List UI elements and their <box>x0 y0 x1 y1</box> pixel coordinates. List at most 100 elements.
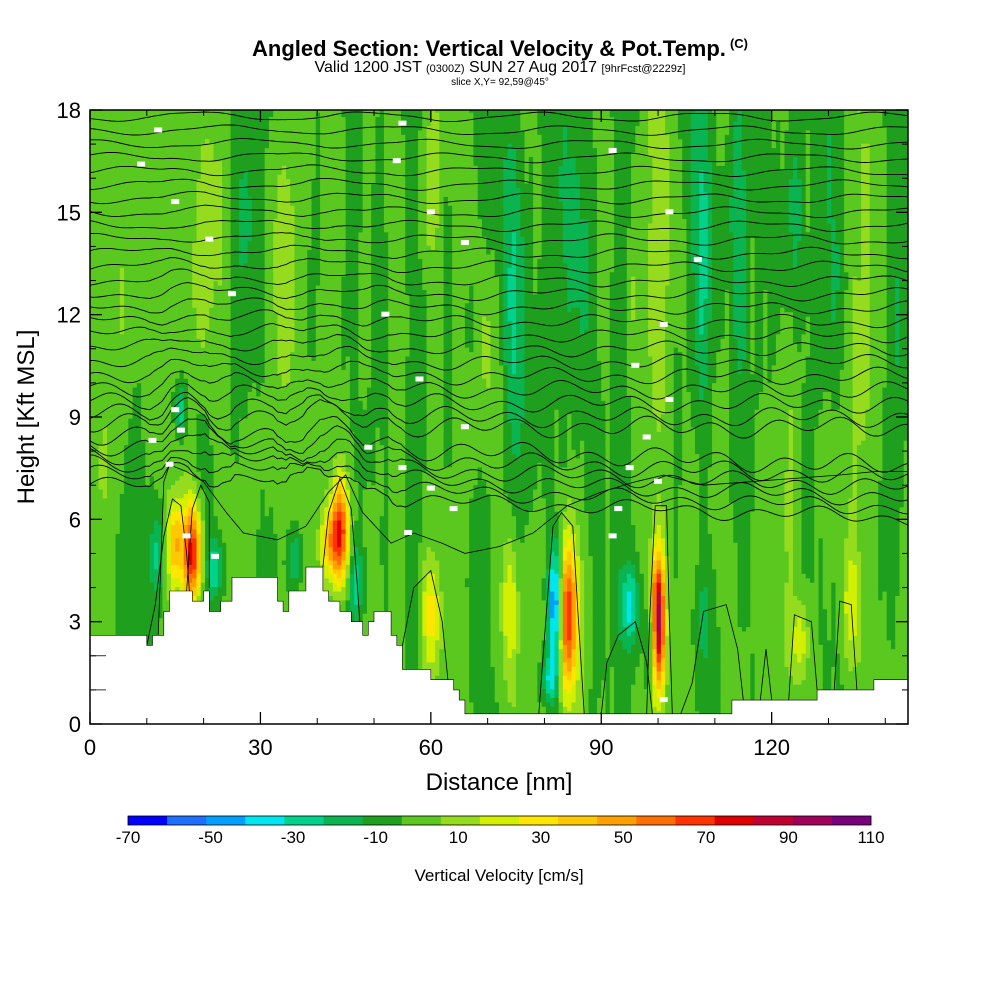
velocity-cell <box>192 546 198 552</box>
velocity-cell <box>149 209 155 215</box>
velocity-cell <box>179 435 185 441</box>
velocity-cell <box>141 528 146 534</box>
velocity-cell <box>124 231 129 237</box>
velocity-cell <box>222 222 227 228</box>
velocity-cell <box>107 444 112 450</box>
velocity-cell <box>124 590 129 596</box>
velocity-cell <box>145 218 151 224</box>
velocity-cell <box>192 316 198 322</box>
velocity-cell <box>183 422 189 428</box>
velocity-cell <box>170 276 176 282</box>
velocity-cell <box>128 338 134 344</box>
velocity-cell <box>230 457 236 463</box>
velocity-cell <box>170 355 176 361</box>
velocity-cell <box>115 174 121 180</box>
velocity-cell <box>136 546 142 552</box>
velocity-cell <box>94 484 100 490</box>
velocity-cell <box>102 227 108 233</box>
velocity-cell <box>149 333 155 339</box>
velocity-cell <box>94 511 100 517</box>
velocity-cell <box>209 537 215 543</box>
velocity-cell <box>153 116 159 122</box>
velocity-cell <box>158 586 164 592</box>
velocity-cell <box>158 267 164 273</box>
velocity-cell <box>119 422 125 428</box>
velocity-cell <box>136 382 142 388</box>
velocity-cell <box>124 595 129 601</box>
velocity-cell <box>94 174 100 180</box>
velocity-cell <box>141 200 146 206</box>
velocity-cell <box>192 231 198 237</box>
velocity-cell <box>115 262 121 268</box>
velocity-cell <box>217 245 223 251</box>
velocity-cell <box>153 546 159 552</box>
velocity-cell <box>166 196 172 202</box>
velocity-cell <box>141 555 146 561</box>
velocity-cell <box>179 258 185 264</box>
velocity-cell <box>166 183 172 189</box>
velocity-cell <box>170 573 176 579</box>
velocity-cell <box>153 551 159 557</box>
velocity-cell <box>102 546 108 552</box>
velocity-cell <box>90 475 95 481</box>
velocity-cell <box>222 369 227 375</box>
velocity-cell <box>132 258 138 264</box>
velocity-cell <box>170 515 176 521</box>
velocity-cell <box>230 231 236 237</box>
velocity-cell <box>111 511 117 517</box>
velocity-cell <box>119 289 125 295</box>
velocity-cell <box>200 568 206 574</box>
velocity-cell <box>234 316 240 322</box>
velocity-cell <box>234 528 240 534</box>
velocity-cell <box>226 320 232 326</box>
velocity-cell <box>119 386 125 393</box>
velocity-cell <box>217 222 223 228</box>
velocity-cell <box>128 293 134 299</box>
velocity-cell <box>183 440 189 446</box>
velocity-cell <box>166 582 172 588</box>
velocity-cell <box>119 369 125 375</box>
velocity-cell <box>196 209 202 215</box>
velocity-cell <box>234 258 240 264</box>
velocity-cell <box>192 497 198 503</box>
velocity-cell <box>209 568 215 574</box>
velocity-cell <box>119 262 125 268</box>
velocity-cell <box>124 227 129 233</box>
velocity-cell <box>90 320 95 326</box>
velocity-cell <box>183 284 189 291</box>
velocity-cell <box>179 546 185 552</box>
velocity-cell <box>136 267 142 273</box>
velocity-cell <box>192 369 198 375</box>
velocity-cell <box>98 395 104 401</box>
velocity-cell <box>111 426 117 432</box>
velocity-cell <box>239 533 244 539</box>
velocity-cell <box>192 333 198 339</box>
velocity-cell <box>222 493 227 499</box>
velocity-cell <box>175 484 181 490</box>
velocity-cell <box>222 564 227 570</box>
velocity-cell <box>226 453 232 459</box>
velocity-cell <box>179 183 185 189</box>
velocity-cell <box>149 110 155 113</box>
velocity-cell <box>175 493 181 499</box>
velocity-cell <box>141 333 146 339</box>
velocity-cell <box>162 559 168 565</box>
velocity-cell <box>230 484 236 490</box>
velocity-cell <box>230 426 236 432</box>
velocity-cell <box>119 116 125 122</box>
velocity-cell <box>153 444 159 450</box>
velocity-cell <box>115 409 121 415</box>
velocity-cell <box>149 227 155 233</box>
velocity-cell <box>128 595 134 601</box>
velocity-cell <box>192 134 198 140</box>
velocity-cell <box>124 617 129 623</box>
velocity-cell <box>230 178 236 184</box>
velocity-cell <box>196 395 202 401</box>
velocity-cell <box>179 200 185 206</box>
velocity-cell <box>209 222 215 228</box>
velocity-cell <box>217 444 223 450</box>
velocity-cell <box>132 329 138 335</box>
velocity-cell <box>162 391 168 397</box>
velocity-cell <box>149 453 155 459</box>
velocity-cell <box>230 116 236 122</box>
